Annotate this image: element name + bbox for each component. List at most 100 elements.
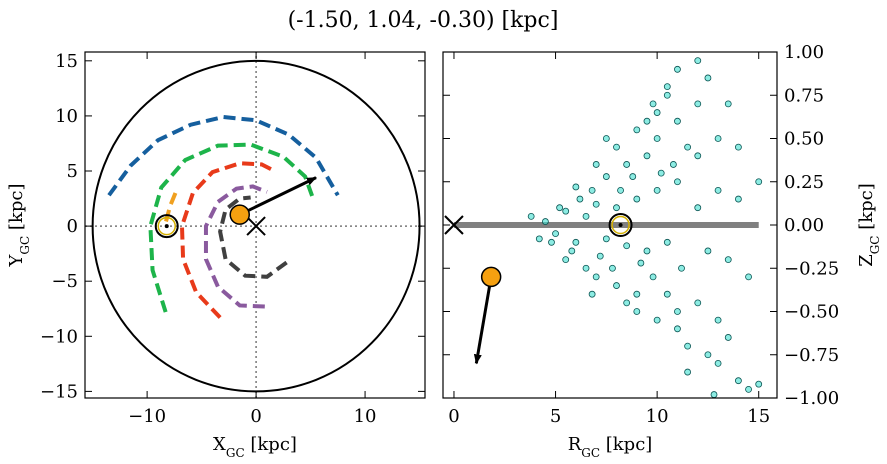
- spiral-arm: [218, 195, 288, 279]
- scatter-point: [527, 212, 535, 220]
- scatter-point: [745, 385, 752, 393]
- scatter-point: [649, 100, 657, 108]
- plot-area: [444, 57, 763, 398]
- axis-label-main: Y: [6, 253, 27, 267]
- scatter-point: [576, 195, 584, 203]
- axes-frame: [84, 51, 426, 399]
- scatter-point: [617, 186, 624, 194]
- axis-label: YGC [kpc]: [6, 184, 32, 268]
- scatter-point: [724, 256, 732, 264]
- galactic-center: [246, 216, 266, 236]
- scatter-point: [714, 316, 722, 324]
- scatter-point: [653, 109, 661, 116]
- scatter-point: [669, 161, 677, 168]
- scatter-point: [755, 380, 763, 388]
- cross: [246, 216, 266, 236]
- velocity-arrow: [239, 176, 317, 216]
- scatter-point: [663, 290, 671, 298]
- star-position: [480, 266, 502, 288]
- velocity-arrow: [473, 276, 493, 365]
- scatter-point: [734, 143, 742, 151]
- y-tick-label: 0.75: [784, 85, 824, 106]
- scatter-point: [643, 247, 651, 255]
- scatter-point: [602, 135, 610, 142]
- sun-ring: [157, 216, 176, 236]
- spiral-arm: [203, 184, 268, 309]
- x-tick-label: 0: [448, 406, 459, 427]
- y-tick-label: 1.00: [784, 42, 824, 63]
- spiral-arm: [179, 161, 276, 319]
- x-tick-label: 10: [646, 406, 669, 427]
- scatter-point: [588, 186, 596, 194]
- scatter-point: [633, 195, 641, 203]
- scatter-point: [674, 65, 681, 73]
- axis-label-main: Z: [856, 254, 877, 267]
- scatter-point: [588, 290, 596, 298]
- scatter-point: [674, 117, 681, 125]
- scatter-point: [694, 100, 702, 108]
- axis-label: RGC [kpc]: [568, 434, 653, 460]
- axis-label-unit: [kpc]: [856, 183, 877, 235]
- scatter-point: [745, 273, 752, 281]
- scatter-point: [653, 316, 661, 324]
- axis-label-sub: GC: [868, 235, 882, 254]
- y-tick-label: −15: [40, 381, 78, 402]
- scatter-point: [613, 282, 620, 289]
- axis-label-sub: GC: [581, 446, 600, 460]
- y-tick-label: −1.00: [784, 388, 839, 409]
- scatter-point: [704, 351, 712, 359]
- axis-label-unit: [kpc]: [245, 434, 297, 455]
- scatter-point: [704, 247, 712, 255]
- spiral-arm: [107, 114, 340, 197]
- scatter-point: [613, 204, 620, 212]
- scatter-point: [714, 359, 722, 367]
- y-tick-label: 5: [67, 161, 78, 182]
- x-tick-label: 15: [747, 406, 770, 427]
- axis-label-main: X: [213, 434, 226, 455]
- figure-title: (-1.50, 1.04, -0.30) [kpc]: [288, 8, 559, 33]
- y-tick-label: 10: [55, 106, 78, 127]
- scatter-point: [633, 126, 641, 134]
- y-tick-label: 0.00: [784, 215, 824, 236]
- sun-marker: [608, 213, 633, 237]
- sun-ring: [611, 215, 630, 235]
- y-tick-label: −0.25: [784, 258, 839, 279]
- scatter-point: [684, 368, 692, 376]
- scatter-point: [643, 152, 651, 160]
- sun-marker: [154, 214, 179, 239]
- scatter-point: [572, 183, 580, 191]
- y-tick-label: −0.75: [784, 345, 839, 366]
- scatter-point: [552, 230, 559, 238]
- galactic-center: [444, 215, 464, 235]
- scatter-point: [582, 212, 590, 220]
- scatter-point: [623, 242, 631, 250]
- scatter-point: [623, 161, 631, 168]
- scatter-point: [704, 74, 712, 82]
- scatter-point: [653, 186, 661, 194]
- x-tick-label: 10: [354, 406, 377, 427]
- axis-label-main: R: [568, 434, 582, 455]
- scatter-point: [633, 290, 641, 298]
- x-tick-label: 5: [550, 406, 561, 427]
- scatter-point: [710, 391, 718, 398]
- scatter-point: [572, 238, 580, 246]
- spiral-arm: [148, 142, 316, 313]
- y-tick-label: 0.50: [784, 129, 824, 150]
- scatter-point: [724, 334, 732, 341]
- scatter-point: [649, 273, 657, 281]
- scatter-point: [562, 256, 570, 264]
- scatter-point: [596, 252, 604, 260]
- scatter-point: [556, 204, 564, 212]
- scatter-point: [562, 207, 570, 215]
- scatter-point: [609, 264, 616, 272]
- scatter-point: [592, 273, 600, 281]
- scatter-point: [613, 143, 620, 151]
- scatter-point: [694, 299, 702, 307]
- scatter-point: [653, 135, 661, 142]
- axis-label: ZGC [kpc]: [856, 183, 882, 267]
- scatter-point: [633, 308, 641, 315]
- scatter-point: [674, 325, 681, 333]
- scatter-point: [602, 235, 610, 243]
- star-position: [229, 204, 250, 225]
- scatter-point: [694, 57, 702, 65]
